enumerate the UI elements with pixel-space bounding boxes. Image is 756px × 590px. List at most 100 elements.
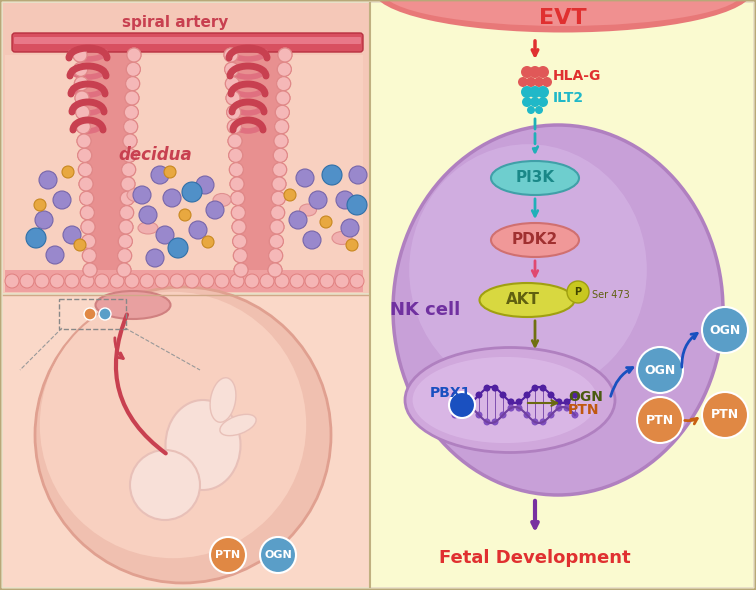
Circle shape [271,206,285,219]
Circle shape [225,77,240,91]
Circle shape [77,134,91,148]
Circle shape [200,274,214,288]
Circle shape [120,191,135,205]
Circle shape [39,171,57,189]
Circle shape [119,220,133,234]
Circle shape [274,134,288,148]
Circle shape [215,274,229,288]
Ellipse shape [138,222,158,234]
Circle shape [121,177,135,191]
Ellipse shape [40,292,306,558]
Circle shape [123,134,137,148]
Circle shape [273,163,287,176]
Ellipse shape [213,194,231,206]
Circle shape [82,234,96,248]
Circle shape [272,177,286,191]
Circle shape [80,274,94,288]
Circle shape [231,206,246,219]
Circle shape [233,234,246,248]
Circle shape [572,392,578,398]
Circle shape [78,148,91,162]
Circle shape [276,91,290,105]
Circle shape [164,166,176,178]
Circle shape [230,177,244,191]
Circle shape [62,166,74,178]
Circle shape [121,177,135,191]
Circle shape [228,120,241,134]
Circle shape [196,176,214,194]
Circle shape [202,236,214,248]
Circle shape [50,274,64,288]
Ellipse shape [77,45,137,65]
Text: PTN: PTN [568,403,600,417]
Circle shape [274,120,289,134]
Text: NK cell: NK cell [390,301,460,319]
Circle shape [484,418,491,425]
Circle shape [572,411,578,418]
Text: OGN: OGN [264,550,292,560]
Circle shape [305,274,319,288]
Circle shape [119,206,134,219]
Circle shape [119,206,134,219]
Circle shape [320,274,334,288]
Text: OGN: OGN [709,323,741,336]
Circle shape [269,234,284,248]
Circle shape [232,220,246,234]
Circle shape [168,238,188,258]
Circle shape [228,148,243,162]
Ellipse shape [393,125,723,495]
Circle shape [74,77,88,91]
Circle shape [124,106,138,119]
Circle shape [349,166,367,184]
Circle shape [702,307,748,353]
Ellipse shape [409,144,647,396]
Circle shape [346,239,358,251]
Circle shape [126,63,141,76]
Circle shape [320,216,332,228]
Circle shape [556,398,562,405]
Circle shape [491,418,498,425]
Text: spiral artery: spiral artery [122,15,228,30]
Circle shape [269,234,284,248]
Circle shape [125,77,140,91]
Ellipse shape [299,204,317,216]
Circle shape [73,63,88,76]
Circle shape [170,274,184,288]
Circle shape [702,392,748,438]
Circle shape [526,77,536,87]
Circle shape [271,206,285,219]
Circle shape [534,77,544,87]
Ellipse shape [491,161,579,195]
Circle shape [117,263,131,277]
Circle shape [523,411,531,418]
FancyBboxPatch shape [14,37,361,44]
Circle shape [80,206,94,219]
Circle shape [122,163,135,176]
Circle shape [63,226,81,244]
Circle shape [274,148,287,162]
Circle shape [335,274,349,288]
Circle shape [518,77,528,87]
Text: PDK2: PDK2 [512,232,558,247]
Circle shape [227,106,240,119]
Circle shape [226,91,240,105]
Text: EVT: EVT [539,8,587,28]
Circle shape [537,66,549,78]
Circle shape [81,220,95,234]
Text: PTN: PTN [646,414,674,427]
Circle shape [507,405,515,412]
Circle shape [278,48,292,62]
Circle shape [81,220,95,234]
Circle shape [189,221,207,239]
FancyBboxPatch shape [371,3,753,587]
Circle shape [637,397,683,443]
Circle shape [227,106,240,119]
Circle shape [271,191,285,205]
Text: ILT2: ILT2 [553,91,584,105]
Circle shape [79,177,93,191]
Circle shape [296,169,314,187]
Circle shape [516,405,522,412]
Circle shape [276,91,290,105]
Circle shape [449,392,475,418]
Circle shape [230,177,244,191]
